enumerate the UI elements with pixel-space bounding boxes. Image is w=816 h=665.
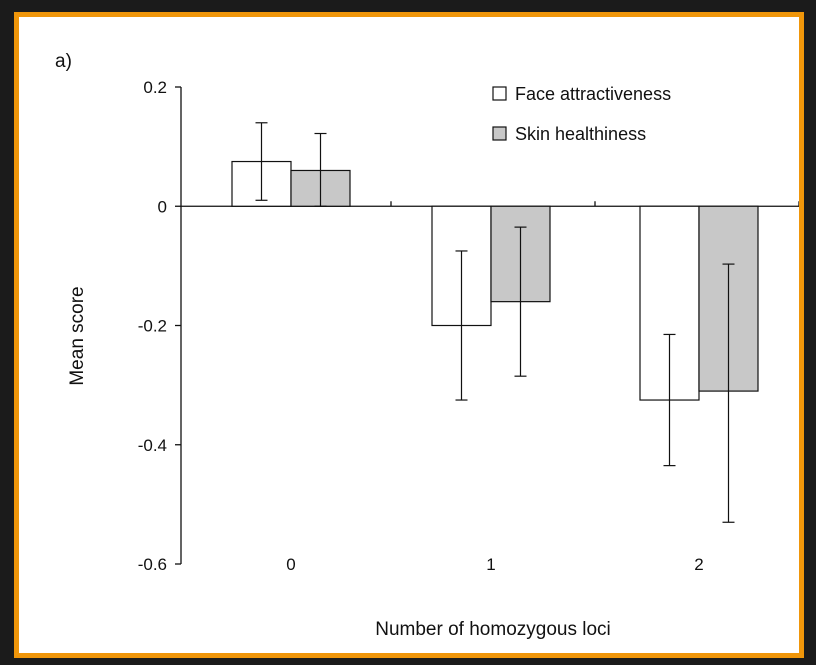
bars (231, 160, 759, 401)
y-tick-label: -0.6 (138, 555, 167, 574)
error-bars (255, 122, 735, 523)
bar-chart: a) 0.2 0 -0.2 -0.4 -0.6 0 1 2 Face attractiven… (55, 51, 799, 640)
y-tick-label: 0 (158, 197, 167, 216)
figure-frame: a) 0.2 0 -0.2 -0.4 -0.6 0 1 2 Face attractiven… (14, 12, 804, 658)
panel-label: a) (55, 51, 72, 72)
legend-label: Skin healthiness (515, 124, 646, 144)
legend-swatch (492, 86, 507, 101)
x-tick-label: 2 (694, 555, 703, 574)
y-axis: 0.2 0 -0.2 -0.4 -0.6 (138, 78, 182, 574)
y-axis-label: Mean score (67, 286, 88, 385)
y-tick-label: 0.2 (143, 78, 167, 97)
y-tick-label: -0.4 (138, 436, 167, 455)
legend-swatch (492, 126, 507, 141)
x-tick-label: 0 (286, 555, 295, 574)
y-tick-label: -0.2 (138, 317, 167, 336)
x-axis-label: Number of homozygous loci (375, 619, 611, 640)
legend: Face attractiveness Skin healthiness (492, 84, 671, 144)
legend-label: Face attractiveness (515, 84, 671, 104)
x-tick-label: 1 (486, 555, 495, 574)
